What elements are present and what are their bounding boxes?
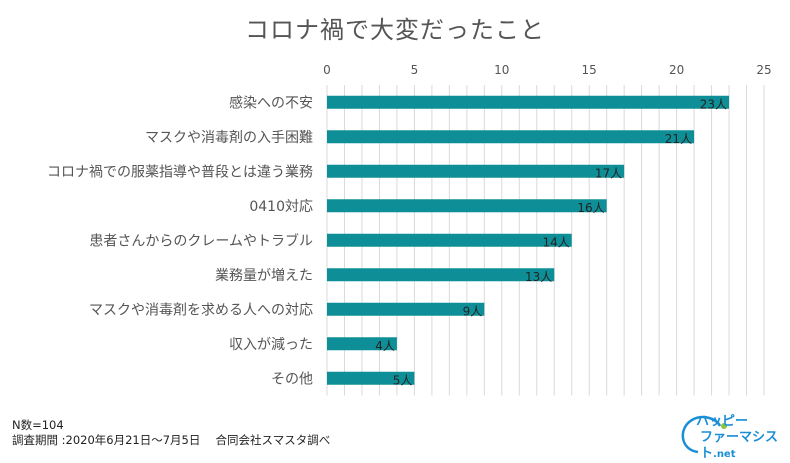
category-label: 業務量が増えた <box>215 268 313 284</box>
data-label: 5人 <box>393 373 413 387</box>
data-label: 23人 <box>700 97 727 111</box>
data-label: 14人 <box>542 235 569 249</box>
bar <box>327 95 730 109</box>
logo-suffix: .net <box>713 449 736 460</box>
category-label: マスクや消毒剤を求める人への対応 <box>89 302 313 318</box>
data-label: 13人 <box>525 270 552 284</box>
bar <box>327 199 607 213</box>
footer-notes: N数=104 調査期間 :2020年6月21日～7月5日 合同会社スマスタ調べ <box>12 418 330 448</box>
bar <box>327 371 415 385</box>
x-tick-label: 0 <box>323 63 331 77</box>
bar <box>327 268 555 282</box>
category-label: マスクや消毒剤の入手困難 <box>145 130 313 146</box>
sample-size-note: N数=104 <box>12 418 64 432</box>
x-tick-label: 5 <box>411 63 419 77</box>
category-label: 0410対応 <box>249 199 313 215</box>
bar <box>327 337 397 351</box>
data-label: 4人 <box>375 339 395 353</box>
x-tick-label: 20 <box>669 63 684 77</box>
data-label: 16人 <box>577 201 604 215</box>
x-tick-label: 15 <box>582 63 597 77</box>
category-label: 収入が減った <box>229 336 313 353</box>
category-label: その他 <box>271 371 313 387</box>
category-label: コロナ禍での服薬指導や普段とは違う業務 <box>47 164 313 180</box>
chart-title: コロナ禍で大変だったこと <box>245 16 545 44</box>
bar <box>327 164 625 178</box>
data-label: 9人 <box>463 304 483 318</box>
bar <box>327 233 572 247</box>
bar <box>327 130 695 144</box>
logo-swirl-icon <box>681 415 727 454</box>
survey-period-note: 調査期間 :2020年6月21日～7月5日 合同会社スマスタ調べ <box>12 433 331 447</box>
data-label: 21人 <box>665 132 692 146</box>
logo-line2: ファーマシスト <box>700 430 779 461</box>
logo-line1: ハッピー <box>696 414 749 429</box>
x-tick-label: 10 <box>494 63 509 77</box>
data-label: 17人 <box>595 166 622 180</box>
x-tick-label: 25 <box>756 63 771 77</box>
category-label: 感染への不安 <box>229 94 313 111</box>
bar <box>327 302 485 316</box>
brand-logo: ハッピー ファーマシスト.net <box>676 412 784 461</box>
category-label: 患者さんからのクレームやトラブル <box>89 232 313 249</box>
